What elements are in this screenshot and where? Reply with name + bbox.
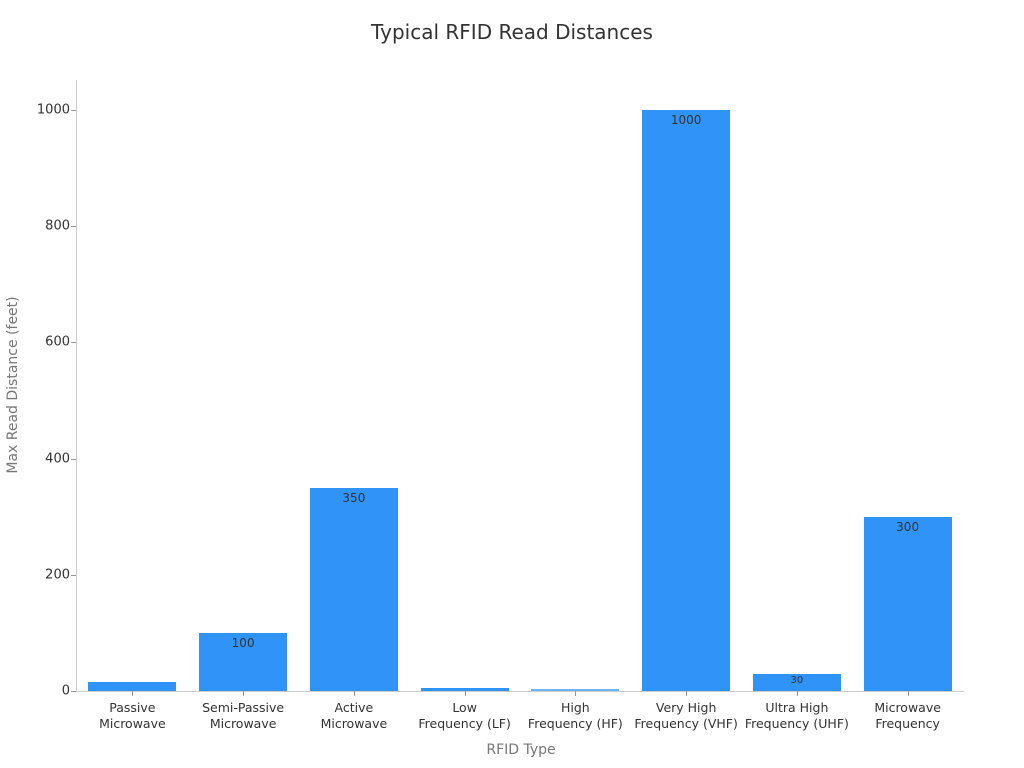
bar — [531, 689, 620, 691]
plot-area — [76, 80, 964, 692]
bar — [420, 688, 509, 691]
x-tick-label: Semi-Passive Microwave — [202, 700, 285, 731]
chart-title: Typical RFID Read Distances — [371, 20, 653, 44]
x-tick-label: Active Microwave — [320, 700, 388, 731]
bar-value-label: 30 — [790, 674, 804, 686]
x-tick-label: Microwave Frequency — [874, 700, 941, 731]
x-axis-label: RFID Type — [486, 742, 556, 758]
y-tick-label: 600 — [45, 334, 70, 350]
bar-value-label: 100 — [231, 635, 255, 650]
x-tick-mark — [686, 691, 688, 696]
bar: 300 — [863, 516, 952, 691]
y-tick-label: 1000 — [36, 102, 70, 118]
x-tick-label: Passive Microwave — [99, 700, 166, 731]
y-tick-mark — [71, 226, 76, 228]
x-tick-label: Ultra High Frequency (UHF) — [744, 700, 849, 731]
y-tick-mark — [71, 574, 76, 576]
y-tick-label: 0 — [61, 683, 70, 699]
y-tick-mark — [71, 691, 76, 692]
y-tick-mark — [71, 342, 76, 344]
x-tick-mark — [464, 691, 466, 696]
bar-value-label: 1000 — [670, 113, 702, 127]
y-tick-label: 800 — [45, 218, 70, 234]
y-tick-mark — [71, 458, 76, 460]
bar: 1000 — [642, 110, 731, 691]
bar: 30 — [752, 673, 841, 691]
y-tick-mark — [71, 110, 76, 111]
x-tick-mark — [907, 691, 909, 696]
bar: 350 — [309, 487, 398, 691]
bar — [88, 682, 177, 691]
x-tick-mark — [575, 691, 577, 696]
x-tick-mark — [243, 691, 245, 696]
bar-value-label: 350 — [342, 490, 366, 505]
x-tick-mark — [353, 691, 355, 696]
x-tick-label: Low Frequency (LF) — [418, 700, 511, 731]
x-tick-mark — [796, 691, 798, 696]
x-tick-label: High Frequency (HF) — [527, 700, 623, 731]
y-tick-label: 200 — [45, 567, 70, 583]
y-tick-label: 400 — [45, 451, 70, 467]
bar-value-label: 300 — [896, 519, 920, 534]
y-axis-label: Max Read Distance (feet) — [5, 296, 21, 474]
bar: 100 — [199, 632, 288, 691]
x-tick-label: Very High Frequency (VHF) — [634, 700, 738, 731]
x-tick-mark — [132, 691, 134, 696]
